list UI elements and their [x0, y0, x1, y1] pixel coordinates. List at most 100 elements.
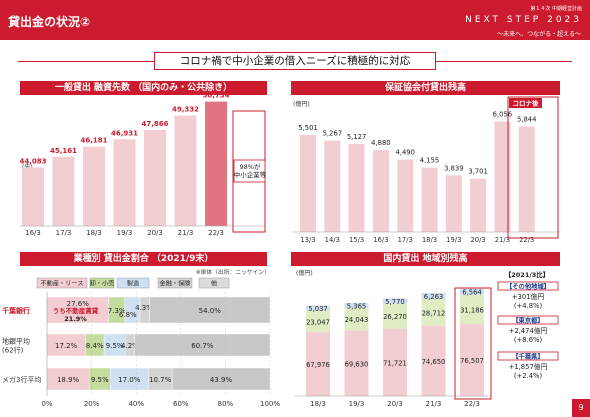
note-value: +1,857億円 — [509, 362, 548, 371]
row-label: 地銀平均 — [2, 337, 30, 346]
row-label: (62行) — [2, 346, 24, 355]
segment-21/3-1 — [421, 298, 446, 326]
bar-20/3 — [144, 130, 166, 226]
brand-name: NEXT STEP 2023 — [465, 15, 582, 25]
bar-21/3 — [174, 115, 197, 226]
segment-label: 4.2% — [121, 342, 139, 350]
unit-note: ※単体（出所：ニッケイン） — [196, 268, 270, 276]
segment-19/3-0 — [344, 330, 369, 396]
headline: コロナ禍で中小企業の借入ニーズに積極的に対応 — [154, 52, 436, 70]
segment-label: 8.4% — [86, 342, 104, 350]
note-pct: (+2.4%) — [514, 372, 543, 380]
legend-label: 不動産・リース — [40, 280, 83, 288]
legend-label: 他 — [211, 280, 217, 288]
data-label: 4,155 — [420, 157, 439, 165]
bar-19/3 — [445, 175, 462, 232]
header-bar: 貸出金の状況② 第１４次 中期経営計画 NEXT STEP 2023 ～未来へ、… — [0, 0, 590, 40]
x-tick-label: 15/3 — [349, 236, 364, 244]
bar-14/3 — [324, 140, 341, 232]
segment-19/3-2 — [344, 302, 369, 308]
segment-label: 24,043 — [345, 316, 369, 324]
note-title-box — [497, 315, 559, 325]
data-label: 46,181 — [80, 137, 107, 145]
highlight-box — [454, 287, 492, 400]
data-label: 49,332 — [172, 105, 199, 113]
x-tick-label: 40% — [128, 400, 144, 408]
legend-swatch — [89, 277, 115, 289]
data-label: 5,501 — [298, 124, 317, 132]
note-value: +2,474億円 — [509, 326, 548, 335]
bar-16/3 — [22, 167, 44, 226]
data-label: 46,931 — [111, 129, 138, 137]
bar-22/3 — [518, 126, 535, 232]
segment-label: 5,365 — [347, 302, 366, 310]
segment-20/3-1 — [383, 303, 407, 329]
x-tick-label: 21/3 — [495, 236, 510, 244]
note-pct: (+4.8%) — [514, 302, 543, 310]
bar-19/3 — [113, 139, 136, 226]
note-title: 【東京都】 — [512, 316, 543, 325]
x-tick-label: 22/3 — [519, 236, 534, 244]
segment-20/3-2 — [383, 298, 407, 304]
segment-label: 69,630 — [345, 360, 369, 368]
segment-label: 27.6% — [67, 300, 90, 308]
segment-label: 4.3% — [135, 304, 153, 312]
note-title: 【千葉県】 — [512, 352, 543, 361]
data-label: 5,844 — [517, 116, 536, 124]
note-title-box — [497, 351, 559, 361]
legend-label: 卸・小売 — [90, 280, 115, 288]
segment-label: 17.2% — [55, 342, 78, 350]
row-label: メガ3行平均 — [2, 375, 41, 384]
x-tick-label: 16/3 — [373, 236, 388, 244]
segment-18/3-2 — [306, 305, 330, 311]
section-title-regional: 国内貸出 地域別残高 — [291, 252, 560, 266]
segment-label: 18.9% — [57, 376, 80, 384]
data-label: 47,866 — [141, 120, 168, 128]
sub-value: 21.9% — [64, 315, 87, 323]
x-tick-label: 18/3 — [86, 229, 102, 237]
segment-label: 31,186 — [460, 306, 484, 314]
x-tick-label: 17/3 — [398, 236, 413, 244]
x-tick-label: 21/3 — [178, 229, 194, 237]
bar-21/3 — [494, 121, 511, 232]
data-label: 4,490 — [395, 149, 414, 157]
x-tick-label: 20/3 — [147, 229, 163, 237]
legend-label: 製造 — [127, 280, 139, 288]
y-unit-label: (先) — [22, 163, 33, 171]
data-label: 5,127 — [347, 133, 366, 141]
annotation-text: 中小企業等 — [234, 170, 267, 179]
x-tick-label: 22/3 — [208, 229, 224, 237]
segment-label: 6.8% — [119, 311, 137, 319]
legend-swatch — [36, 277, 88, 289]
legend-swatch — [116, 277, 150, 289]
sub-label: うち不動産賃貸 — [53, 306, 99, 315]
segment-label: 71,721 — [383, 359, 407, 367]
segment-label: 67,976 — [306, 361, 330, 369]
bar-15/3 — [348, 144, 365, 232]
x-tick-label: 18/3 — [422, 236, 437, 244]
notes-heading: 【2021/3比】 — [505, 270, 550, 279]
legend-swatch — [198, 277, 230, 289]
data-label: 50,734 — [202, 92, 229, 100]
x-tick-label: 19/3 — [349, 400, 365, 408]
bar-13/3 — [300, 134, 316, 232]
segment-label: 17.0% — [118, 376, 141, 384]
x-tick-label: 14/3 — [325, 236, 340, 244]
note-value: +301億円 — [512, 292, 544, 301]
x-tick-label: 17/3 — [56, 229, 72, 237]
segment-21/3-2 — [421, 292, 446, 299]
legend-swatch — [157, 277, 193, 289]
segment-19/3-1 — [344, 307, 369, 331]
annotation-box — [233, 159, 266, 183]
segment-label: 9.5% — [106, 342, 124, 350]
x-tick-label: 20% — [84, 400, 100, 408]
bar-22/3 — [205, 101, 227, 226]
bar-20/3 — [470, 178, 487, 232]
legend-label: 金融・保険 — [160, 280, 192, 288]
annotation-text: 98%が — [240, 162, 261, 171]
segment-label: 5,770 — [385, 298, 404, 306]
x-tick-label: 19/3 — [446, 236, 461, 244]
data-label: 4,880 — [371, 139, 390, 147]
bar-18/3 — [421, 167, 438, 232]
